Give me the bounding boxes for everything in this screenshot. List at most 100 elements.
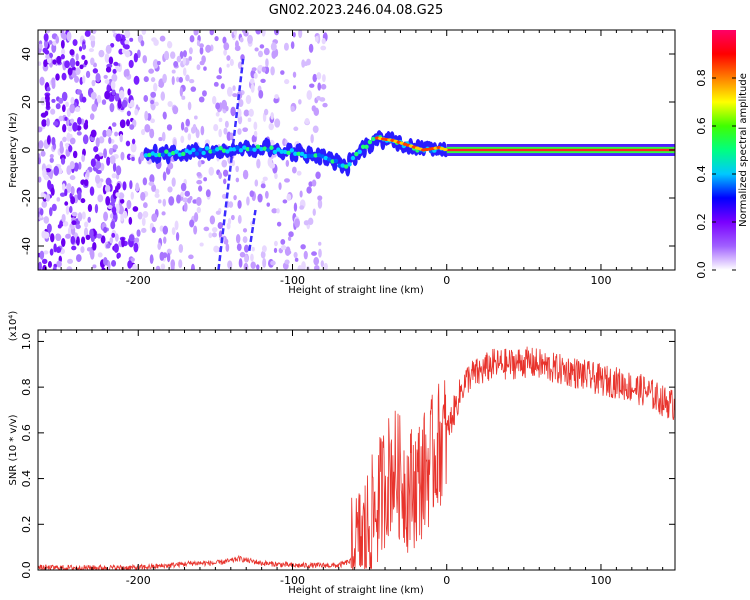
spectrogram-noise-blob [87,203,93,213]
spectrogram-noise-blob [187,133,192,141]
colorbar-label: Normalized spectral amplitude [738,73,749,227]
spectrogram-noise-blob [103,148,108,159]
spectrogram-noise-blob [141,30,147,35]
spectrogram-ridge-core [194,151,200,156]
spectrogram-noise-blob [111,232,116,238]
spectrogram-noise-blob [242,169,249,180]
spectrogram-noise-blob [102,129,108,138]
spectrogram-noise-blob [92,241,97,251]
y-tick-label: 20 [20,95,33,109]
spectrogram-noise-blob [69,161,75,170]
spectrogram-noise-blob [96,233,103,239]
spectrogram-noise-blob [134,108,139,116]
spectrogram-noise-blob [65,101,69,107]
spectrogram-noise-blob [254,179,259,187]
spectrogram-noise-blob [43,33,49,42]
spectrogram-noise-blob [129,124,135,130]
spectrogram-noise-blob [45,54,50,60]
spectrogram-noise-blob [201,55,206,64]
spectrogram-noise-blob [127,88,131,96]
spectrogram-noise-blob [38,126,43,133]
spectrogram-noise-blob [88,48,95,53]
snr-panel: -200 -100 0 100 0.0 0.2 0.4 0.6 0.8 1.0 Height of… [8,311,676,596]
spectrogram-ridge-core [211,148,217,154]
spectrogram-noise-blob [150,118,155,124]
spectrogram-noise-blob [108,147,114,155]
spectrogram-noise-blob [140,40,145,47]
snr-axes: -200 -100 0 100 0.0 0.2 0.4 0.6 0.8 1.0 [20,330,675,587]
snr-series-line [38,346,675,570]
spectrogram-noise-blob [158,137,163,142]
spectrogram-noise-blob [41,258,48,264]
spectrogram-noise-blob [160,91,166,101]
spectrogram-noise-blob [192,123,197,133]
spectrogram-noise-blob [38,176,42,183]
spectrogram-noise-blob [256,264,260,270]
spectrogram-noise-blob [91,30,97,35]
spectrogram-noise-blob [151,226,156,233]
spectrogram-noise-blob [89,113,95,120]
spectrogram-noise-blob [153,39,159,46]
spectrogram-noise-blob [89,35,96,42]
spectrogram-noise-blob [150,91,157,98]
spectrogram-ridge-core [371,136,376,142]
spectrogram-noise-blob [232,85,236,91]
spectrogram-noise-blob [48,52,54,59]
spectrogram-ridge-core [160,152,166,157]
spectrogram-noise-blob [264,190,269,199]
spectrogram-ridge-core [265,147,271,153]
spectrogram-noise-blob [166,252,171,263]
spectrogram-ridge-core [215,147,220,152]
spectrogram-noise-blob [59,192,66,197]
spectrogram-noise-blob [75,60,80,67]
x-tick-label: 0 [443,574,450,587]
spectrogram-ridge-core [245,146,250,152]
spectrogram-noise-blob [160,263,166,270]
spectrogram-ridge-core [187,150,193,155]
spectrogram-ridge-core [164,149,169,154]
spectrogram-noise-blob [66,266,73,270]
spectrogram-noise-blob [242,236,248,243]
spectrogram-noise-blob [128,216,133,225]
x-tick-label: 100 [590,574,611,587]
spectrogram-noise-blob [271,50,277,59]
spectrogram-noise-blob [86,247,92,252]
spectrogram-noise-blob [223,127,228,135]
spectrogram-ridge-core [276,147,281,152]
spectrogram-ridge-core [364,144,369,150]
spectrogram-noise-blob [105,195,111,206]
spectrogram-noise-blob [117,252,121,259]
spectrogram-noise-blob [247,117,252,122]
snr-multiplier: (x10⁴) [8,311,19,342]
spectrogram-noise-blob [167,101,173,108]
spectrogram-noise-blob [218,230,223,239]
spectrogram-noise-blob [299,190,303,198]
spectrogram-noise-blob [69,175,76,181]
spectrogram-noise-blob [78,46,83,52]
spectrogram-noise-blob [262,257,267,268]
snr-ylabel: SNR (10 * v/v) [8,414,19,485]
spectrogram-noise-blob [108,56,114,65]
colorbar-ticks: 0.0 0.2 0.4 0.6 0.8 [695,69,736,279]
spectrogram-noise-blob [84,30,91,37]
spectrogram-noise-blob [69,137,76,145]
spectrogram-noise-blob [263,47,270,56]
spectrogram-noise-blob [69,49,75,56]
spectrogram-noise-blob [77,116,82,125]
spectrogram-noise-blob [226,63,230,68]
spectrogram-ridge-core [299,151,305,157]
spectrogram-noise-blob [112,189,118,200]
spectrogram-noise-blob [288,231,294,238]
spectrogram-noise-blob [301,59,306,68]
spectrogram-noise-blob [273,240,278,247]
spectrogram-ridge-core [327,157,332,162]
spectrogram-noise-blob [313,256,320,266]
spectrogram-noise-blob [53,243,57,253]
spectrogram-noise-blob [218,172,222,180]
spectrogram-noise-blob [139,151,145,162]
spectrogram-noise-blob [149,257,154,262]
spectrogram-noise-blob [64,188,68,197]
spectrogram-noise-blob [223,42,230,51]
spectrogram-noise-blob [243,262,249,270]
